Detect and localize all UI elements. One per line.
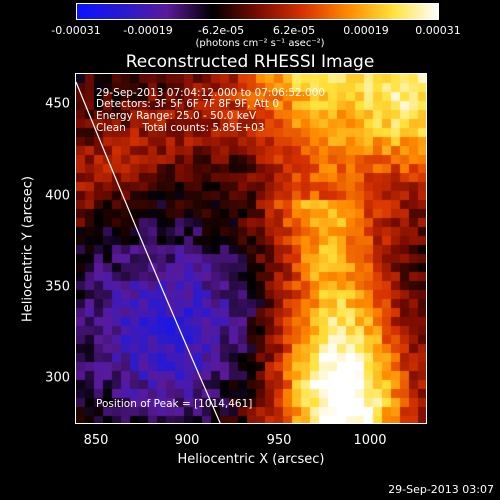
colorbar-tick: -0.00031: [51, 24, 101, 37]
colorbar-tick: 6.2e-05: [272, 24, 316, 37]
annotation-energy: Energy Range: 25.0 - 50.0 keV: [96, 110, 257, 122]
colorbar: [76, 3, 439, 20]
colorbar-tick: -6.2e-05: [197, 24, 245, 37]
heatmap-image: [76, 74, 426, 423]
timestamp: 29-Sep-2013 03:07: [388, 483, 494, 496]
x-tick-label: 850: [83, 433, 109, 448]
plot-title: Reconstructed RHESSI Image: [125, 52, 375, 72]
y-tick-label: 450: [45, 96, 70, 112]
annotation-peak: Position of Peak = [1014,461]: [96, 398, 253, 410]
colorbar-tick: 0.00019: [343, 24, 389, 37]
x-tick-label: 900: [174, 433, 200, 448]
x-tick-label: 1000: [353, 433, 387, 448]
colorbar-tick: 0.00031: [415, 24, 461, 37]
plot-area: 29-Sep-2013 07:04:12.000 to 07:06:52.000…: [75, 73, 427, 424]
annotation-time-range: 29-Sep-2013 07:04:12.000 to 07:06:52.000: [96, 87, 326, 99]
solar-limb-line: [76, 81, 221, 423]
x-tick-label: 950: [266, 433, 292, 448]
x-axis-label: Heliocentric X (arcsec): [177, 452, 325, 467]
y-tick-label: 300: [45, 370, 70, 386]
colorbar-tick: -0.00019: [123, 24, 173, 37]
y-axis-label: Heliocentric Y (arcsec): [20, 176, 36, 322]
y-tick-label: 400: [45, 188, 70, 204]
annotation-clean: Clean Total counts: 5.85E+03: [96, 122, 265, 134]
y-tick-label: 350: [45, 279, 70, 295]
annotation-detectors: Detectors: 3F 5F 6F 7F 8F 9F, Att 0: [96, 98, 280, 110]
colorbar-unit-label: (photons cm⁻² s⁻¹ asec⁻²): [195, 38, 325, 49]
limb-overlay: [76, 81, 221, 423]
